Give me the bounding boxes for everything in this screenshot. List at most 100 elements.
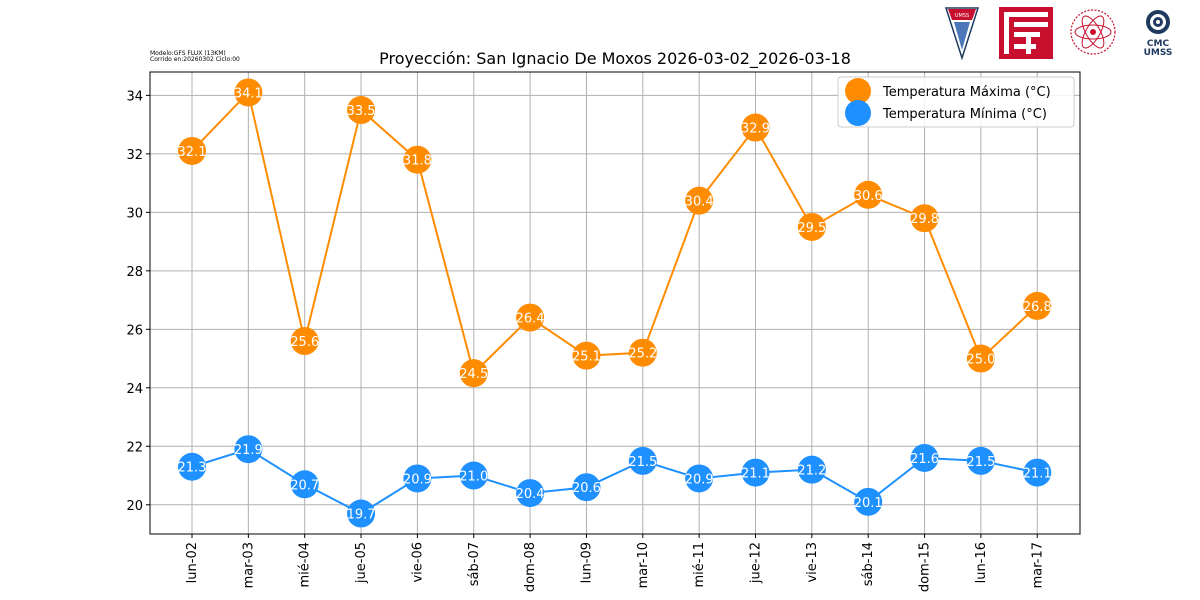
- data-label: 21.1: [1023, 467, 1052, 482]
- x-tick-label: lun-09: [579, 542, 594, 583]
- data-point: [741, 458, 770, 487]
- y-tick-label: 28: [126, 265, 143, 280]
- x-tick-label: jue-12: [749, 542, 764, 584]
- series-line: [191, 90, 1038, 376]
- x-tick-label: lun-16: [974, 542, 989, 583]
- data-label: 30.4: [685, 195, 714, 210]
- data-point: [290, 327, 319, 356]
- faculty-logo: [999, 7, 1053, 59]
- plot-frame: [149, 71, 1081, 535]
- data-point: [403, 145, 432, 174]
- data-label: 21.6: [910, 452, 939, 467]
- x-tick-label: vie-13: [805, 542, 820, 583]
- y-tick-label: 32: [126, 148, 143, 163]
- data-label: 25.6: [290, 335, 319, 350]
- data-label: 20.6: [572, 481, 601, 496]
- x-tick-label: lun-02: [185, 542, 200, 583]
- data-point: [516, 303, 545, 332]
- data-point: [178, 452, 206, 481]
- data-point: [685, 464, 714, 493]
- y-tick-label: 26: [126, 323, 143, 338]
- data-point: [685, 186, 714, 215]
- data-label: 19.7: [347, 508, 376, 523]
- data-label: 20.9: [403, 472, 432, 487]
- x-tick-label: mar-03: [241, 542, 256, 588]
- data-label: 25.0: [966, 353, 995, 368]
- data-label: 21.0: [459, 470, 488, 485]
- data-label: 34.1: [234, 86, 263, 101]
- data-point: [1023, 458, 1052, 487]
- institute-seal-logo: [1070, 9, 1116, 55]
- data-point: [910, 443, 939, 472]
- data-point: [1023, 291, 1052, 320]
- data-label: 21.1: [741, 467, 770, 482]
- data-label: 20.9: [685, 472, 714, 487]
- data-label: 26.4: [516, 312, 545, 327]
- x-tick-label: mar-10: [636, 542, 651, 588]
- data-label: 20.7: [290, 478, 319, 493]
- legend-box: [837, 76, 1075, 128]
- data-point: [628, 446, 657, 475]
- cmc-logo-subtext: UMSS: [1143, 48, 1173, 58]
- data-label: 20.4: [516, 487, 545, 502]
- grid: [150, 72, 1080, 534]
- x-tick-label: vie-06: [410, 542, 425, 583]
- legend-label: Temperatura Mínima (°C): [882, 107, 1047, 122]
- data-point: [572, 473, 601, 502]
- run-line: Corrido en:20260302 Ciclo:00: [150, 56, 240, 63]
- umss-shield-text: UMSS: [955, 13, 969, 19]
- x-tick-label: mié-11: [692, 542, 707, 588]
- data-point: [459, 359, 488, 388]
- data-point: [966, 446, 995, 475]
- data-label: 32.1: [178, 145, 207, 160]
- legend-label: Temperatura Máxima (°C): [882, 85, 1051, 100]
- data-point: [290, 470, 319, 499]
- data-label: 21.5: [966, 455, 995, 470]
- data-label: 29.8: [910, 212, 939, 227]
- model-info: Modelo:GFS FLUX (13KM) Corrido en:202603…: [150, 51, 240, 63]
- data-label: 24.5: [459, 367, 488, 382]
- x-tick-label: sáb-14: [861, 542, 876, 586]
- data-label: 30.6: [854, 189, 883, 204]
- legend-marker: [845, 100, 871, 126]
- cmc-logo: CMC UMSS: [1140, 8, 1176, 58]
- data-label: 29.5: [797, 221, 826, 236]
- data-label: 25.1: [572, 350, 601, 365]
- data-point: [572, 341, 601, 370]
- y-tick-label: 30: [126, 206, 143, 221]
- x-tick-label: dom-08: [523, 542, 538, 592]
- x-tick-label: sáb-07: [467, 542, 482, 586]
- x-tick-label: dom-15: [918, 542, 933, 592]
- series: 32.1 34.1 25.6 33.5 31.8 24.5 26.4 25.1 25.2 30.4…: [178, 78, 1052, 528]
- series-line: [191, 448, 1038, 515]
- data-label: 31.8: [403, 154, 432, 169]
- umss-shield-logo: UMSS: [944, 7, 980, 60]
- data-label: 33.5: [347, 104, 376, 119]
- data-point: [910, 204, 939, 233]
- data-point: [347, 499, 376, 528]
- data-point: [347, 96, 376, 125]
- data-label: 21.3: [178, 461, 207, 476]
- cmc-logo-text: CMC: [1146, 39, 1170, 49]
- data-label: 21.9: [234, 443, 263, 458]
- data-point: [234, 435, 263, 464]
- x-tick-label: mar-17: [1030, 542, 1045, 588]
- data-label: 26.8: [1023, 300, 1052, 315]
- data-label: 25.2: [628, 347, 657, 362]
- cmc-emblem-icon: [1146, 10, 1170, 34]
- y-tick-label: 24: [126, 382, 143, 397]
- data-label: 21.5: [628, 455, 657, 470]
- chart-title: Proyección: San Ignacio De Moxos 2026-03…: [379, 49, 851, 69]
- data-point: [966, 344, 995, 373]
- data-point: [516, 479, 545, 508]
- legend-marker: [845, 78, 871, 104]
- data-point: [403, 464, 432, 493]
- legend: Temperatura Máxima (°C) Temperatura Mínim…: [837, 76, 1075, 128]
- y-tick-label: 22: [126, 440, 143, 455]
- data-label: 32.9: [741, 122, 770, 137]
- data-point: [854, 487, 883, 516]
- y-tick-label: 20: [126, 499, 143, 514]
- data-label: 21.2: [797, 464, 826, 479]
- x-tick-label: mié-04: [298, 542, 313, 588]
